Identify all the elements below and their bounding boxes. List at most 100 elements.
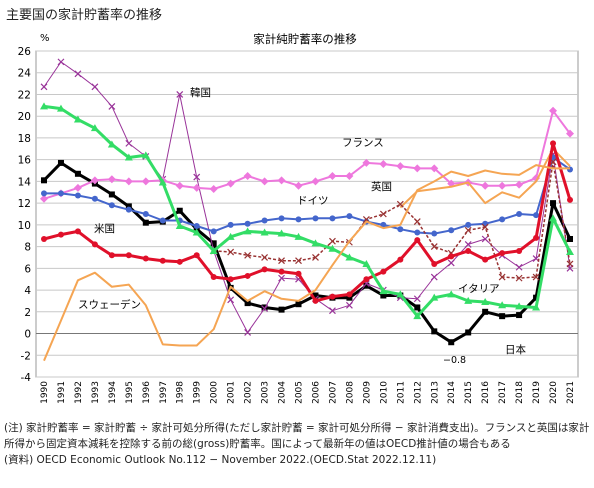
data-point [107, 140, 116, 148]
x-tick-label: 2001 [227, 381, 237, 404]
data-point [227, 248, 235, 256]
data-point [294, 181, 303, 190]
data-point [74, 228, 81, 235]
data-point [532, 273, 540, 281]
data-point [227, 221, 234, 228]
y-tick-label: 16 [18, 155, 32, 167]
data-point [125, 203, 132, 210]
data-point [74, 70, 82, 78]
data-point [158, 178, 167, 186]
data-point [226, 232, 235, 240]
x-tick-label: 1995 [125, 381, 135, 404]
data-point [278, 306, 285, 313]
data-point [516, 247, 523, 254]
data-point [141, 177, 150, 186]
y-tick-label: 18 [18, 133, 31, 145]
data-point [363, 282, 370, 289]
data-point [261, 305, 269, 312]
data-point [41, 190, 47, 197]
data-point [209, 185, 218, 194]
data-point [91, 241, 98, 248]
x-tick-label: 1991 [57, 381, 67, 404]
data-point [448, 339, 455, 346]
data-point [363, 276, 370, 283]
data-point [125, 252, 132, 259]
data-point [277, 229, 286, 237]
data-point [396, 162, 405, 171]
x-tick-label: 2017 [498, 381, 508, 404]
x-tick-label: 1999 [193, 381, 203, 404]
data-point [413, 218, 421, 226]
data-point [278, 274, 285, 282]
data-point [175, 221, 184, 229]
data-point [566, 260, 574, 268]
data-point [379, 287, 388, 295]
x-tick-label: 2011 [396, 381, 406, 404]
data-point [362, 259, 371, 267]
data-point [107, 175, 116, 184]
data-point [414, 229, 421, 236]
data-point [499, 250, 506, 257]
data-point [243, 227, 252, 235]
data-point [90, 176, 99, 185]
series-label-uk: 英国 [371, 180, 392, 193]
y-axis-unit: % [40, 33, 50, 44]
data-point [278, 257, 285, 265]
data-point [91, 83, 99, 91]
data-point [108, 202, 115, 209]
data-point [380, 221, 387, 228]
data-point [57, 159, 64, 166]
data-point [312, 254, 319, 261]
x-tick-label: 2013 [430, 381, 440, 404]
data-point [40, 194, 48, 203]
data-point [74, 192, 81, 199]
data-point [329, 237, 336, 245]
data-point [244, 220, 251, 227]
series-6 [41, 140, 573, 304]
y-tick-label: 22 [18, 89, 31, 101]
data-point [260, 177, 269, 186]
data-point [295, 270, 302, 277]
x-tick-label: 2002 [244, 381, 254, 404]
data-point [295, 257, 302, 265]
x-tick-label: 2012 [413, 381, 423, 404]
x-tick-label: 1998 [176, 381, 186, 404]
series-8 [43, 164, 570, 362]
data-point [175, 181, 184, 190]
data-point [464, 241, 472, 248]
y-tick-label: 2 [24, 307, 31, 319]
data-point [244, 329, 252, 336]
x-tick-label: 1996 [142, 381, 152, 404]
data-point [192, 228, 201, 236]
x-tick-label: 2006 [311, 381, 321, 404]
footnote-source: (資料) OECD Economic Outlook No.112 − Nove… [4, 454, 437, 466]
x-tick-label: 2004 [278, 381, 288, 404]
data-point [210, 228, 217, 235]
x-tick-label: 1990 [40, 381, 50, 404]
y-tick-label: 12 [18, 198, 31, 210]
data-point [413, 164, 422, 173]
y-tick-label: 20 [18, 111, 31, 123]
data-point [277, 176, 286, 185]
data-point [74, 170, 81, 177]
data-point [431, 328, 438, 335]
data-point [108, 102, 116, 110]
y-tick-label: 8 [24, 242, 31, 254]
data-point [142, 211, 149, 217]
series-label-italy: イタリア [458, 283, 500, 295]
data-point [515, 302, 524, 310]
data-point [379, 160, 388, 169]
data-point [431, 260, 438, 267]
x-tick-label: 2018 [515, 381, 525, 404]
data-point [193, 222, 200, 229]
data-point [533, 234, 540, 241]
data-point [311, 239, 320, 247]
series-label-korea: 韓国 [190, 87, 211, 99]
data-point [261, 217, 268, 224]
data-point [397, 256, 404, 263]
data-point [566, 248, 574, 256]
data-point [447, 290, 456, 298]
x-tick-label: 2008 [345, 381, 355, 404]
data-point [515, 180, 524, 189]
